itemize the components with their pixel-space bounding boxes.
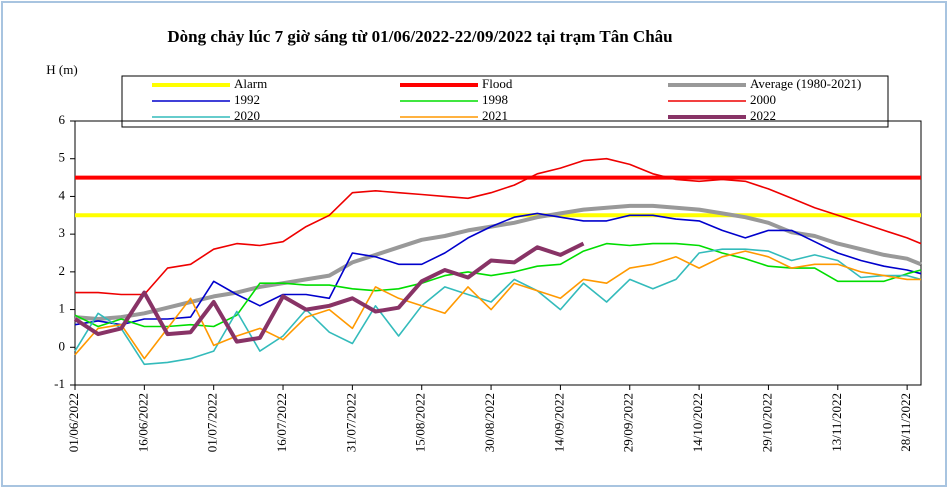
legend-label: Flood: [482, 76, 513, 91]
legend-label: 2000: [750, 92, 776, 107]
x-tick-label: 16/07/2022: [274, 393, 289, 452]
legend-label: Alarm: [234, 76, 267, 91]
y-tick-label: 0: [59, 338, 66, 353]
x-tick-label: 29/10/2022: [759, 393, 774, 452]
legend-box: [121, 75, 889, 128]
plot-area: [74, 120, 922, 386]
legend-label: 1998: [482, 92, 508, 107]
x-tick-label: 28/11/2022: [898, 393, 913, 452]
x-tick-label: 14/10/2022: [690, 393, 705, 452]
x-tick-label: 29/09/2022: [621, 393, 636, 452]
x-tick-label: 14/09/2022: [551, 393, 566, 452]
chart-title: Dòng chảy lúc 7 giờ sáng từ 01/06/2022-2…: [167, 27, 672, 46]
y-tick-label: 5: [59, 150, 66, 165]
series-line: [74, 250, 921, 360]
y-tick-label: 4: [59, 187, 66, 202]
y-tick-label: 6: [59, 112, 66, 127]
x-tick-label: 01/07/2022: [205, 393, 220, 452]
x-tick-label: 30/08/2022: [482, 393, 497, 452]
y-tick-label: 3: [59, 225, 66, 240]
x-tick-label: 13/11/2022: [829, 393, 844, 452]
x-tick-label: 31/07/2022: [343, 393, 358, 452]
series-line: [73, 241, 585, 344]
y-tick-label: -1: [54, 376, 65, 391]
legend-label: 1992: [234, 92, 260, 107]
x-tick-label: 16/06/2022: [135, 393, 150, 452]
legend-label: Average (1980-2021): [750, 76, 861, 91]
series-line: [74, 242, 922, 328]
y-axis-label: H (m): [46, 62, 77, 77]
legend-label: 2021: [482, 108, 508, 123]
series-line: [75, 157, 922, 296]
x-tick-label: 01/06/2022: [66, 393, 81, 452]
legend-label: 2022: [750, 108, 776, 123]
y-tick-label: 1: [59, 301, 66, 316]
legend-label: 2020: [234, 108, 260, 123]
y-tick-label: 2: [59, 263, 66, 278]
series-line: [74, 212, 922, 326]
x-tick-label: 15/08/2022: [413, 393, 428, 452]
